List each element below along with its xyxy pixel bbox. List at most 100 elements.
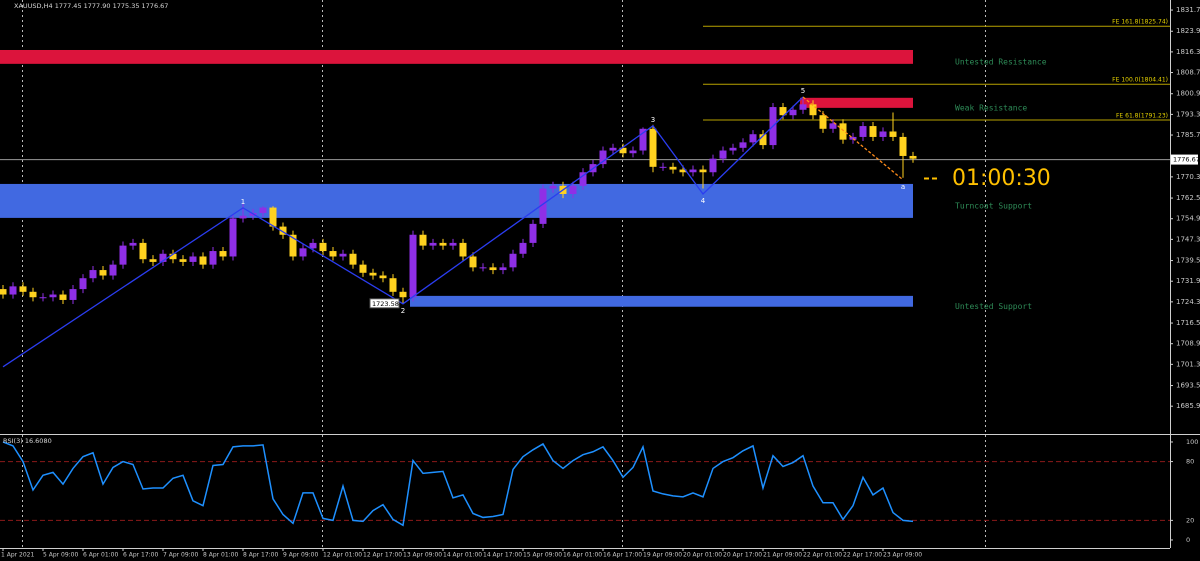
zone [0, 49, 913, 64]
candle-body [39, 297, 47, 299]
x-tick-label: 21 Apr 09:00 [763, 552, 802, 559]
fibo-label: FE 161.8(1825.74) [1112, 19, 1168, 26]
candle-body [809, 104, 817, 116]
candle-body [159, 253, 167, 262]
candle-body [829, 123, 837, 129]
candle-body [599, 150, 607, 165]
candle-body [129, 242, 137, 246]
candle-body [229, 218, 237, 257]
zone-label: Weak Resistance [955, 103, 1027, 112]
candle-body [409, 234, 417, 298]
candle-body [0, 289, 7, 295]
zone-label: Turncoat Support [955, 201, 1032, 210]
fibo-label: FE 100.0(1804.41) [1112, 77, 1168, 84]
candle-body [579, 172, 587, 186]
wave-label: a [901, 183, 905, 191]
rsi-tick-label: 100 [1186, 438, 1198, 446]
candle-body [719, 150, 727, 159]
chart-title: XAUUSD,H4 1777.45 1777.90 1775.35 1776.6… [14, 2, 168, 10]
candle-body [609, 147, 617, 151]
candle-body [689, 169, 697, 173]
wave-label: 3 [651, 116, 655, 124]
candle-body [709, 158, 717, 173]
candle-body [619, 147, 627, 154]
y-tick-label: 1823.90 [1176, 27, 1200, 35]
candle-body [649, 128, 657, 167]
y-tick-label: 1739.50 [1176, 257, 1200, 265]
y-tick-label: 1716.50 [1176, 319, 1200, 327]
x-tick-label: 8 Apr 01:00 [203, 552, 238, 559]
wave-label: 4 [701, 197, 706, 205]
candle-body [309, 242, 317, 249]
candle-body [819, 115, 827, 129]
y-tick-label: 1800.90 [1176, 90, 1200, 98]
candle-body [799, 104, 807, 110]
candle-body [179, 259, 187, 262]
x-tick-label: 6 Apr 17:00 [123, 552, 158, 559]
current-price-box [1171, 154, 1198, 165]
x-tick-label: 1 Apr 2021 [1, 552, 34, 559]
candle-body [869, 126, 877, 137]
candle-body [739, 142, 747, 148]
candle-body [9, 286, 17, 295]
candle-body [909, 155, 917, 159]
candle-body [839, 123, 847, 140]
y-tick-label: 1762.50 [1176, 194, 1200, 202]
candle-body [429, 242, 437, 246]
candle-body [379, 275, 387, 279]
candle-body [489, 267, 497, 271]
candle-body [269, 207, 277, 227]
candle-body [629, 150, 637, 154]
candle-body [389, 278, 397, 292]
candle-body [779, 107, 787, 116]
candle-body [49, 294, 57, 298]
wave-projection [802, 96, 904, 181]
current-price-label: 1776.67 [1173, 156, 1200, 164]
candle-body [569, 185, 577, 194]
candle-body [899, 136, 907, 156]
x-tick-label: 14 Apr 01:00 [443, 552, 482, 559]
candle-body [859, 126, 867, 137]
candle-body [889, 131, 897, 137]
candle-body [529, 223, 537, 243]
rsi-line [2, 441, 914, 527]
rsi-label: RSI(3) 16.6080 [3, 437, 52, 445]
wave-line [2, 96, 804, 368]
rsi-tick-label: 20 [1186, 516, 1194, 524]
x-tick-label: 13 Apr 09:00 [403, 552, 442, 559]
candle-body [279, 226, 287, 235]
candle-body [59, 294, 67, 300]
x-tick-label: 12 Apr 17:00 [363, 552, 402, 559]
candle-body [679, 169, 687, 173]
x-tick-label: 8 Apr 17:00 [243, 552, 278, 559]
candle-body [549, 185, 557, 189]
candle-body [19, 286, 27, 292]
x-tick-label: 19 Apr 09:00 [643, 552, 682, 559]
rsi-tick-label: 80 [1186, 458, 1194, 466]
y-tick-label: 1785.70 [1176, 131, 1200, 139]
candle-body [79, 278, 87, 290]
candle-body [419, 234, 427, 246]
y-tick-label: 1693.50 [1176, 382, 1200, 390]
candle-body [659, 166, 667, 168]
candle-body [209, 251, 217, 265]
wave-label: 5 [801, 87, 805, 95]
y-tick-label: 1685.90 [1176, 402, 1200, 410]
plot-layer: 1831.70 1823.90 1816.30 1808.70 1800.90 1793.… [0, 6, 1200, 559]
x-tick-label: 23 Apr 09:00 [883, 552, 922, 559]
candle-body [199, 256, 207, 265]
candle-body [319, 242, 327, 252]
candle-body [359, 264, 367, 273]
candle-body [329, 251, 337, 257]
candle-body [69, 289, 77, 300]
candle-body [459, 242, 467, 257]
low-price-label: 1723.58 [372, 300, 399, 308]
candle-body [29, 291, 37, 298]
candle-body [729, 147, 737, 151]
y-tick-label: 1747.30 [1176, 235, 1200, 243]
x-tick-label: 16 Apr 01:00 [563, 552, 602, 559]
y-tick-label: 1793.30 [1176, 110, 1200, 118]
candle-body [239, 215, 247, 219]
candle-body [499, 267, 507, 271]
